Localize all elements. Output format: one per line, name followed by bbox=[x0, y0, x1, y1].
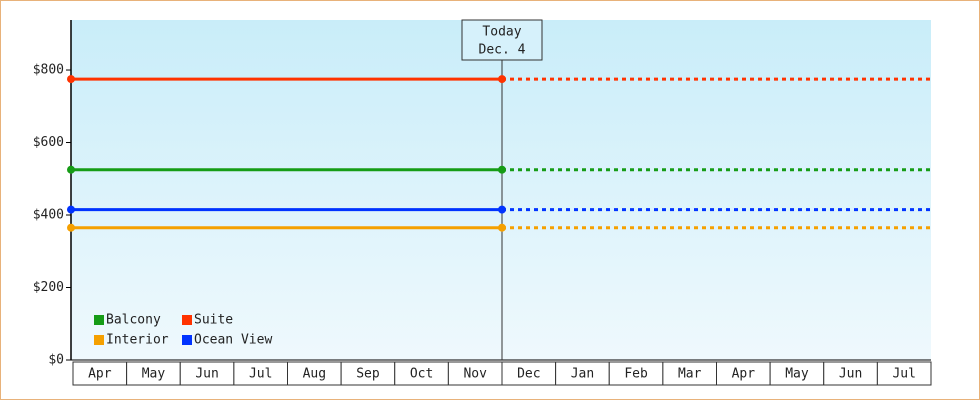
point bbox=[498, 165, 506, 174]
today-box bbox=[461, 19, 543, 61]
x-tick-label: May bbox=[142, 367, 166, 382]
legend-label: Interior bbox=[106, 333, 169, 348]
month-box bbox=[876, 361, 932, 386]
today-label: Dec. 4 bbox=[479, 43, 526, 58]
x-tick-label: Jul bbox=[249, 367, 272, 382]
x-tick-label: Jan bbox=[571, 367, 594, 382]
y-tick-label: $400 bbox=[33, 208, 64, 223]
point bbox=[67, 223, 75, 232]
point bbox=[498, 75, 506, 84]
point bbox=[498, 223, 506, 232]
x-tick-label: Dec bbox=[517, 367, 540, 382]
x-tick-label: Jul bbox=[892, 367, 915, 382]
legend-label: Ocean View bbox=[194, 333, 272, 348]
today-label: Today bbox=[482, 25, 521, 40]
y-tick-label: $200 bbox=[33, 280, 64, 295]
y-tick-label: $800 bbox=[33, 63, 64, 78]
y-tick-label: $0 bbox=[48, 353, 64, 368]
x-tick-label: Feb bbox=[624, 367, 648, 382]
legend-swatch bbox=[182, 315, 192, 325]
legend-swatch bbox=[94, 315, 104, 325]
plot-area bbox=[71, 20, 931, 360]
point bbox=[67, 75, 75, 84]
point bbox=[67, 165, 75, 174]
legend-swatch bbox=[182, 335, 192, 345]
x-tick-label: Apr bbox=[732, 367, 756, 382]
x-tick-label: Oct bbox=[410, 367, 433, 382]
x-tick-label: Mar bbox=[678, 367, 702, 382]
x-tick-label: Jun bbox=[195, 367, 218, 382]
x-tick-label: Jun bbox=[839, 367, 862, 382]
legend-swatch bbox=[94, 335, 104, 345]
y-tick-label: $600 bbox=[33, 135, 64, 150]
point bbox=[67, 205, 75, 214]
x-tick-label: Nov bbox=[463, 367, 487, 382]
x-tick-label: May bbox=[785, 367, 809, 382]
x-tick-label: Apr bbox=[88, 367, 112, 382]
legend-label: Balcony bbox=[106, 313, 161, 328]
legend-label: Suite bbox=[194, 313, 233, 328]
point bbox=[498, 205, 506, 214]
x-tick-label: Sep bbox=[356, 367, 380, 382]
x-tick-label: Aug bbox=[303, 367, 326, 382]
